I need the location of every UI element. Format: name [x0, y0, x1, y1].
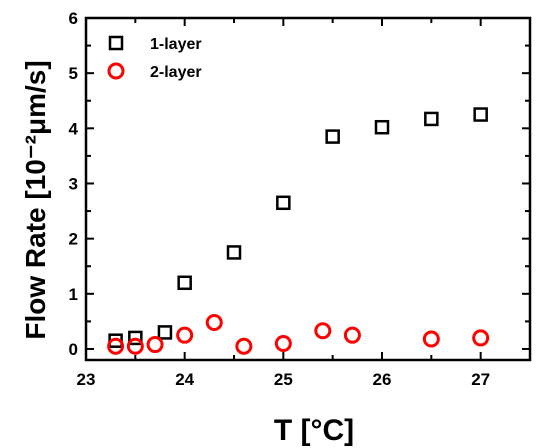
y-tick-label: 2 [69, 230, 78, 249]
y-tick-label: 6 [69, 9, 78, 28]
x-axis-label: T [°C] [274, 414, 354, 447]
data-point-1-layer [128, 330, 143, 346]
y-tick-label: 5 [69, 64, 78, 83]
plot-frame [84, 16, 532, 362]
y-tick-label: 0 [69, 340, 78, 359]
data-point-2-layer [107, 337, 125, 355]
x-tick-label: 26 [373, 370, 392, 389]
y-tick-label: 3 [69, 174, 78, 193]
y-tick-label: 4 [69, 119, 79, 138]
data-point-1-layer [473, 107, 488, 122]
y-tick-label: 1 [69, 285, 78, 304]
x-tick-label: 25 [274, 370, 293, 389]
data-point-2-layer [343, 326, 361, 344]
tick-marks [85, 17, 531, 360]
data-point-2-layer [205, 313, 223, 331]
legend-label: 2-layer [150, 64, 202, 81]
data-point-1-layer [276, 195, 291, 211]
data-point-1-layer [325, 129, 340, 144]
data-point-2-layer [422, 330, 440, 348]
data-point-2-layer [176, 326, 194, 344]
legend-marker-2-layer [107, 62, 125, 80]
data-point-2-layer [274, 334, 292, 352]
data-point-1-layer [226, 245, 242, 260]
y-axis-label: Flow Rate [10⁻²μm/s] [20, 60, 51, 339]
data-point-1-layer [424, 111, 439, 127]
x-tick-label: 23 [77, 370, 96, 389]
legend-marker-1-layer [108, 35, 124, 51]
axes [84, 16, 532, 362]
legend: 1-layer 2-layer [107, 35, 202, 81]
data-point-1-layer [177, 275, 192, 291]
x-tick-label: 24 [175, 370, 194, 389]
data-point-2-layer [472, 329, 490, 347]
x-tick-label: 27 [471, 370, 490, 389]
data-point-1-layer [157, 325, 173, 340]
legend-label: 1-layer [150, 36, 202, 53]
data-point-2-layer [235, 337, 253, 355]
data-point-2-layer [146, 336, 164, 354]
data-point-1-layer [374, 119, 390, 135]
data-marks [107, 107, 490, 355]
data-point-2-layer [126, 337, 144, 355]
data-point-2-layer [314, 322, 332, 340]
